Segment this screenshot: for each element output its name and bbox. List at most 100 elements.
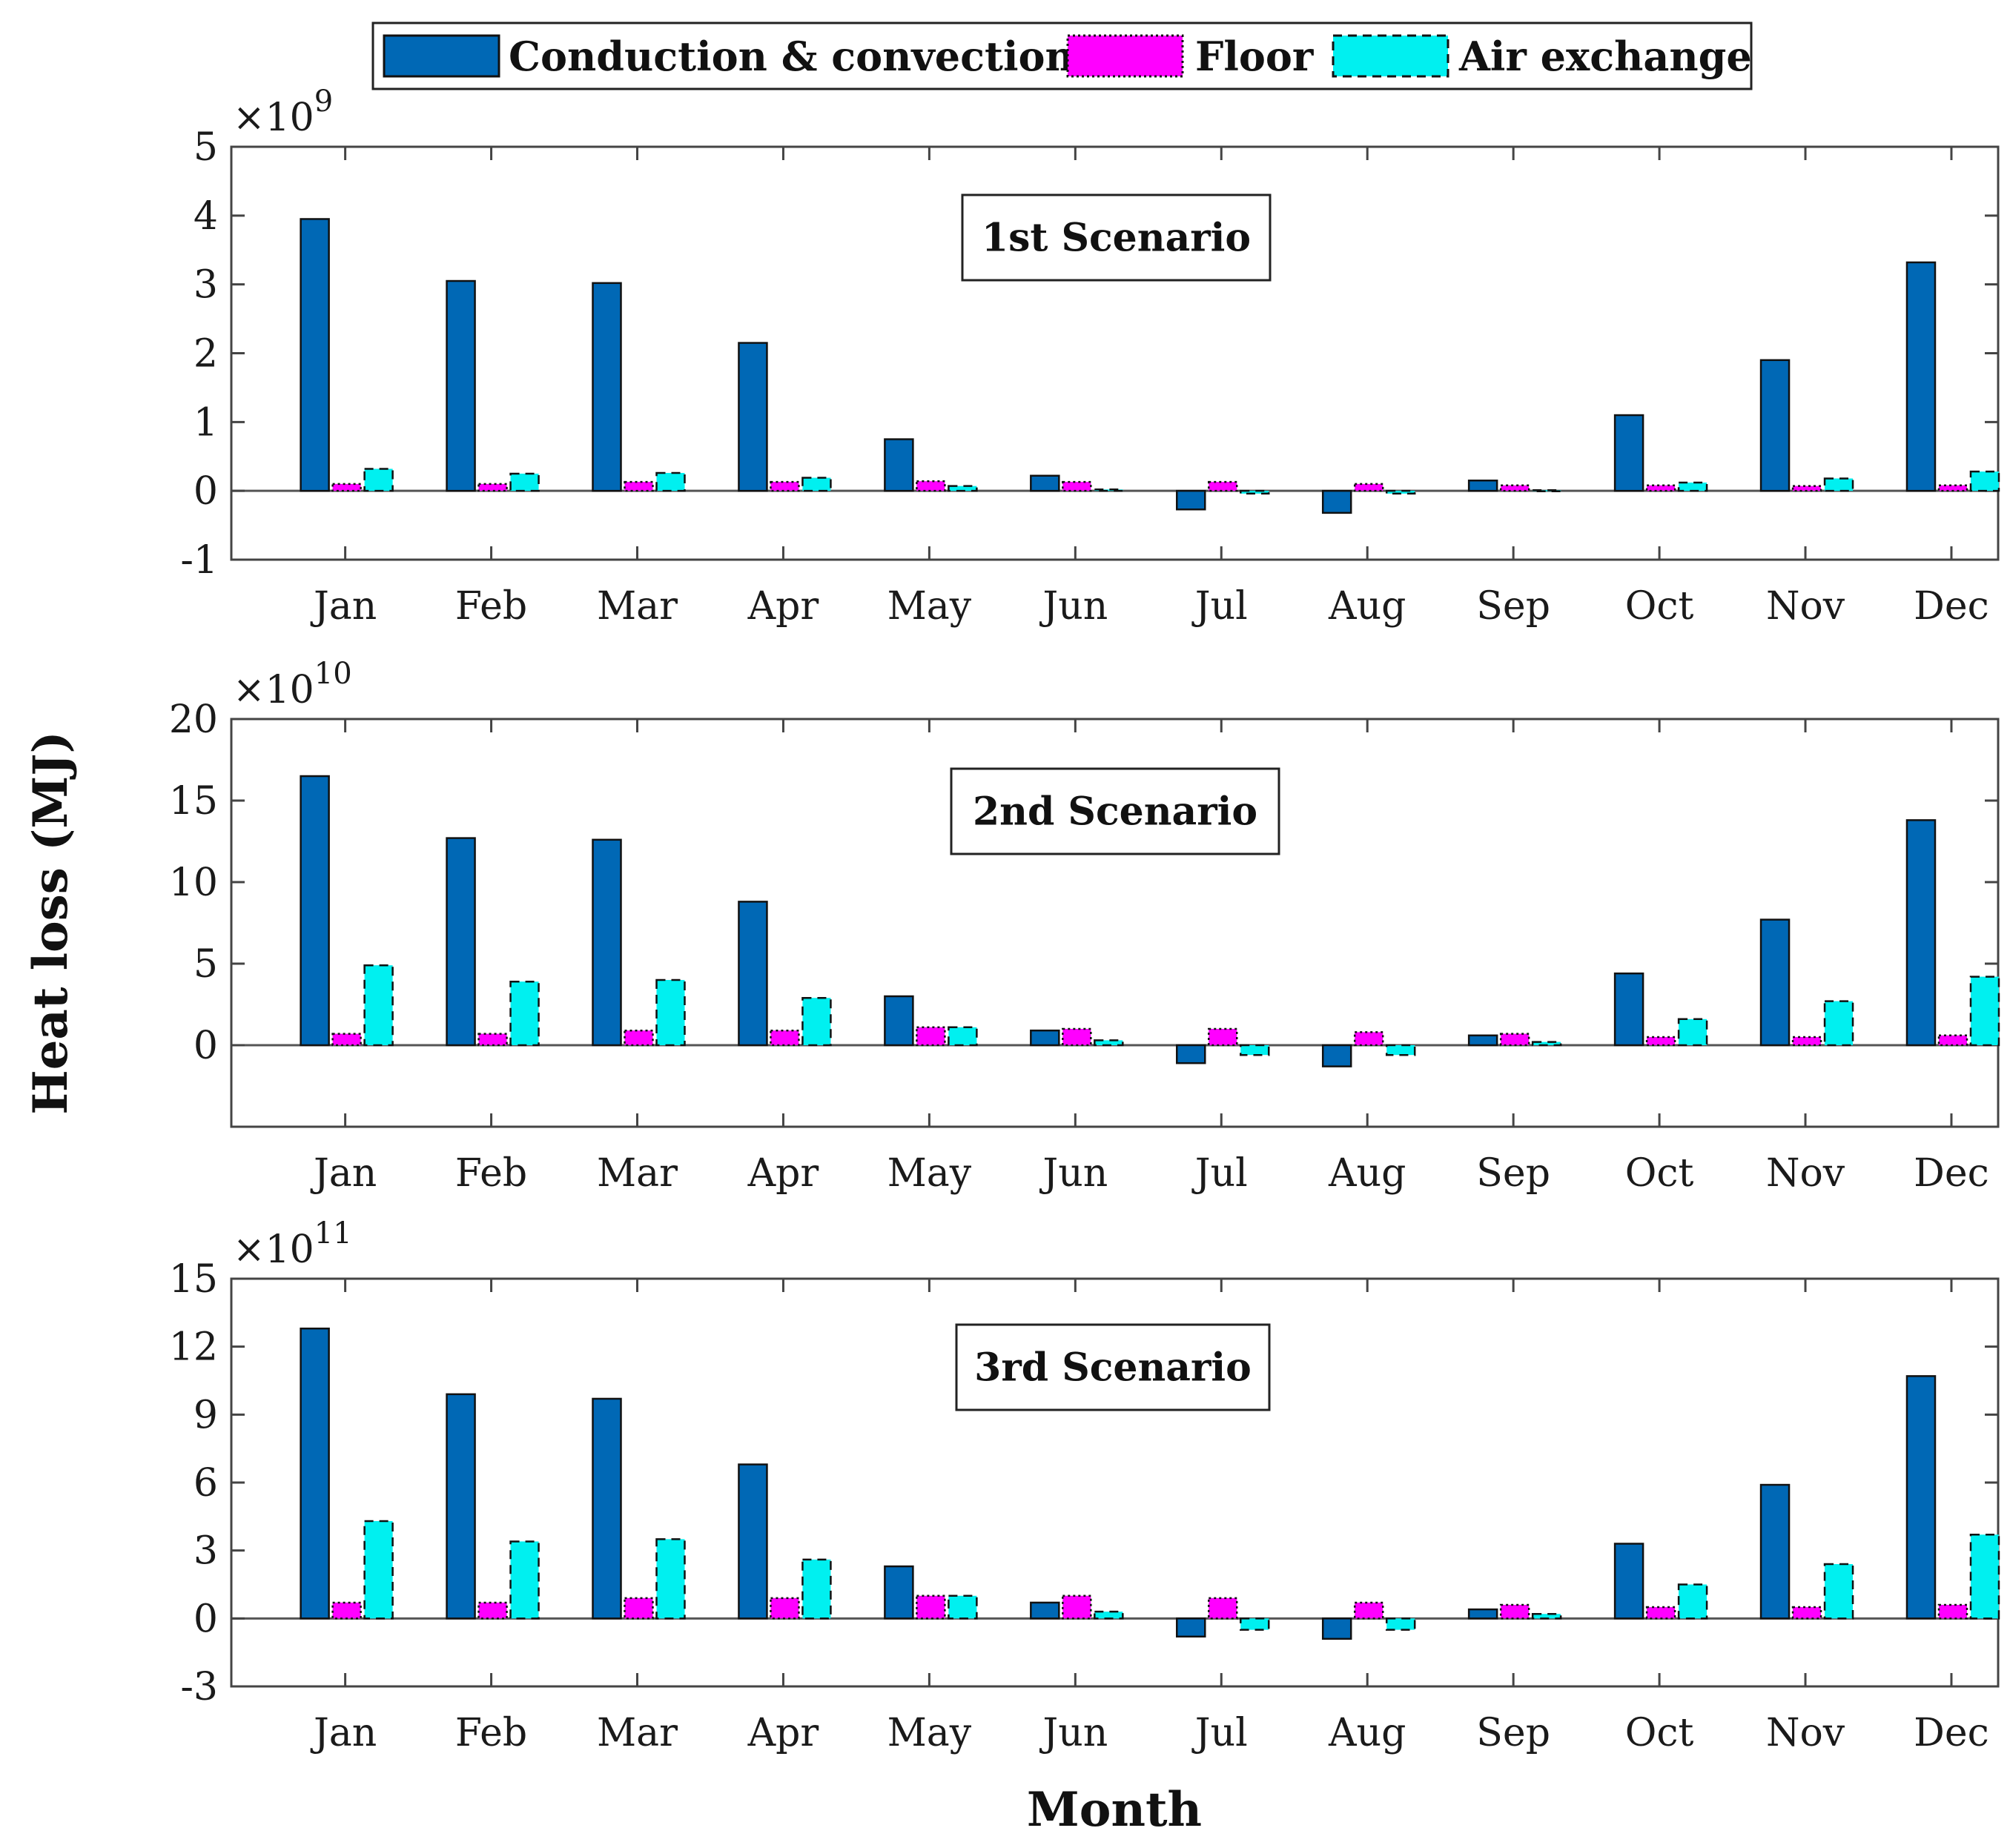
bar-conduction: [1321, 489, 1352, 514]
bar-air-exchange: [509, 1540, 540, 1620]
bar-conduction: [884, 438, 914, 492]
bar-air-exchange: [948, 1026, 978, 1047]
bar-floor: [1499, 1033, 1530, 1047]
bar-air-exchange: [1969, 1534, 2000, 1620]
legend-swatch-floor: [1066, 34, 1184, 78]
bar-floor: [1645, 1036, 1676, 1047]
bar-air-exchange: [1531, 1612, 1562, 1620]
x-tick-label: Apr: [747, 1151, 819, 1196]
x-tick-label: Nov: [1766, 584, 1845, 629]
bar-floor: [477, 483, 508, 492]
bar-floor: [1791, 485, 1822, 492]
y-tick-label: -3: [180, 1665, 218, 1709]
bar-conduction: [592, 282, 622, 492]
x-tick-label: Oct: [1625, 1711, 1694, 1755]
bar-conduction: [738, 1463, 768, 1620]
x-tick-label: Jun: [1039, 1711, 1108, 1755]
x-tick-label: Feb: [455, 1711, 527, 1755]
bar-conduction: [1905, 819, 1937, 1047]
bar-conduction: [1030, 1601, 1060, 1620]
bar-conduction: [1759, 918, 1791, 1047]
bar-conduction: [884, 995, 914, 1047]
y-tick-label: 12: [169, 1325, 218, 1370]
bar-floor: [1937, 1034, 1968, 1047]
bar-air-exchange: [363, 1520, 394, 1620]
bar-floor: [1208, 480, 1238, 492]
x-tick-label: Dec: [1914, 1151, 1989, 1196]
bar-floor: [331, 483, 362, 492]
bar-air-exchange: [1677, 481, 1708, 492]
bar-floor: [770, 480, 800, 492]
y-tick-label: 0: [194, 1024, 218, 1068]
x-tick-label: Oct: [1625, 584, 1694, 629]
y-tick-label: 3: [194, 263, 218, 308]
x-tick-label: Jul: [1191, 1151, 1248, 1196]
bar-conduction: [446, 837, 476, 1047]
scenario-title: 2nd Scenario: [973, 789, 1257, 835]
legend-swatch-conduction: [383, 34, 500, 78]
x-tick-label: Jun: [1039, 584, 1108, 629]
bar-air-exchange: [948, 1594, 978, 1620]
bar-conduction: [738, 342, 768, 492]
bar-floor: [770, 1597, 800, 1620]
bar-floor: [1499, 484, 1530, 492]
x-tick-label: Feb: [455, 1151, 527, 1196]
bar-air-exchange: [363, 468, 394, 492]
bar-conduction: [1467, 1034, 1498, 1047]
bar-conduction: [1176, 1617, 1206, 1638]
bar-conduction: [1613, 1543, 1644, 1620]
y-tick-label: 6: [194, 1461, 218, 1506]
y-tick-label: 15: [169, 1257, 218, 1302]
y-tick-label: -1: [180, 538, 218, 583]
y-tick-label: 4: [194, 194, 218, 239]
panel-2nd-scenario: 0 5 10 15 20 ×1010 Jan Feb Mar Apr May Jun Jul Aug Sep…: [169, 657, 2000, 1196]
bar-floor: [1062, 480, 1092, 492]
y-tick-label: 10: [169, 861, 218, 905]
x-tick-label: Mar: [597, 1711, 678, 1755]
bar-air-exchange: [1823, 477, 1854, 492]
bar-air-exchange: [1385, 1617, 1416, 1631]
x-tick-label: Jul: [1191, 584, 1248, 629]
bar-conduction: [592, 1397, 622, 1620]
y-tick-label: 5: [194, 125, 218, 170]
panel-1st-scenario: -1 0 1 2 3 4 5 ×109 Jan Feb Mar Apr May Jun Jul Aug Sep O…: [180, 85, 2000, 629]
x-tick-label: Sep: [1476, 1151, 1550, 1196]
bar-air-exchange: [1677, 1018, 1708, 1047]
bar-conduction: [446, 1393, 476, 1620]
bar-conduction: [1613, 972, 1644, 1047]
x-tick-label: May: [887, 1711, 972, 1755]
legend-label-conduction: Conduction & convection: [509, 33, 1074, 80]
x-tick-label: Jan: [310, 1711, 377, 1755]
legend-label-floor: Floor: [1195, 33, 1314, 80]
bar-floor: [624, 1029, 654, 1047]
x-tick-label: Aug: [1328, 1151, 1406, 1196]
x-tick-label: Nov: [1766, 1711, 1845, 1755]
x-tick-label: Nov: [1766, 1151, 1845, 1196]
x-tick-label: Sep: [1476, 1711, 1550, 1755]
bar-air-exchange: [1094, 489, 1124, 492]
bar-floor: [1937, 484, 1968, 492]
y-axis-title: Heat loss (MJ): [23, 731, 79, 1115]
y-tick-label: 2: [194, 332, 218, 377]
bar-air-exchange: [1531, 489, 1562, 492]
bar-air-exchange: [363, 964, 394, 1047]
legend: Conduction & convection Floor Air exchan…: [371, 21, 1753, 90]
bar-conduction: [1613, 414, 1644, 492]
bar-air-exchange: [1385, 489, 1416, 495]
bar-floor: [1208, 1597, 1238, 1620]
x-tick-label: Mar: [597, 1151, 678, 1196]
bar-floor: [1062, 1027, 1092, 1047]
bar-air-exchange: [1240, 1044, 1270, 1056]
x-tick-label: Dec: [1914, 1711, 1989, 1755]
y-exponent-power: 9: [314, 85, 333, 119]
scenario-title-box: [961, 193, 1272, 282]
x-tick-label: Jun: [1039, 1151, 1108, 1196]
bar-floor: [1791, 1036, 1822, 1047]
bar-floor: [1499, 1603, 1530, 1620]
x-tick-label: Oct: [1625, 1151, 1694, 1196]
bar-air-exchange: [509, 980, 540, 1047]
bar-floor: [477, 1601, 508, 1620]
bar-air-exchange: [1677, 1583, 1708, 1620]
bar-floor: [770, 1029, 800, 1047]
y-tick-label: 5: [194, 942, 218, 987]
